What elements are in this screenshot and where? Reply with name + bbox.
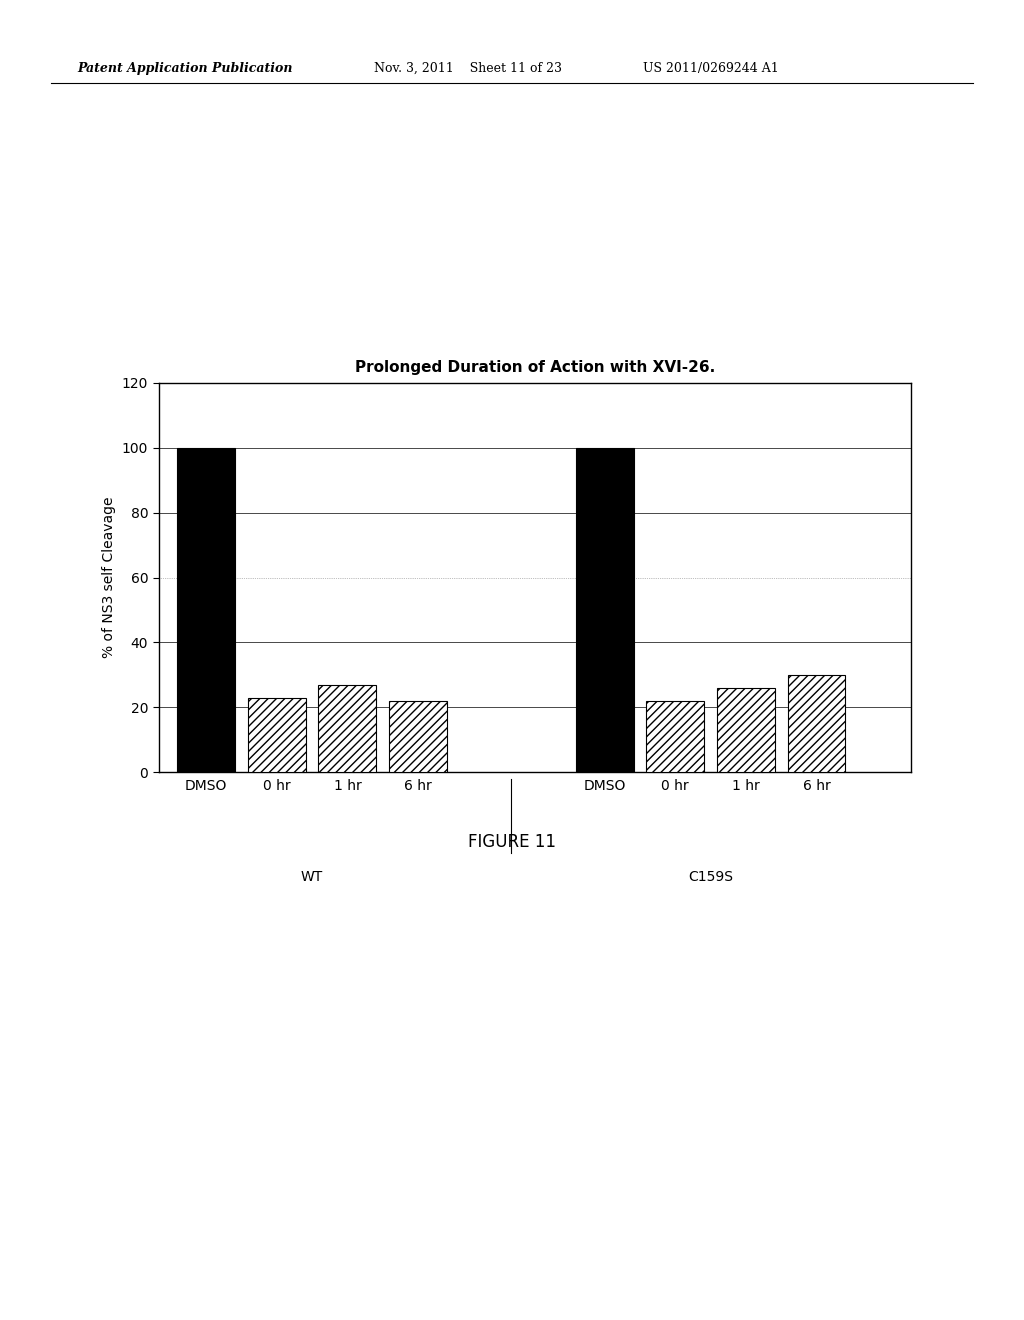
Title: Prolonged Duration of Action with XVI-26.: Prolonged Duration of Action with XVI-26… xyxy=(355,359,715,375)
Bar xyxy=(318,685,377,772)
Text: C159S: C159S xyxy=(688,870,733,883)
Bar xyxy=(177,447,236,772)
Bar xyxy=(646,701,705,772)
Y-axis label: % of NS3 self Cleavage: % of NS3 self Cleavage xyxy=(102,496,117,659)
Text: Patent Application Publication: Patent Application Publication xyxy=(77,62,292,75)
Bar xyxy=(787,675,846,772)
Bar xyxy=(248,697,306,772)
Bar xyxy=(575,447,634,772)
Bar xyxy=(389,701,447,772)
Text: FIGURE 11: FIGURE 11 xyxy=(468,833,556,851)
Text: US 2011/0269244 A1: US 2011/0269244 A1 xyxy=(643,62,779,75)
Text: Nov. 3, 2011    Sheet 11 of 23: Nov. 3, 2011 Sheet 11 of 23 xyxy=(374,62,562,75)
Text: WT: WT xyxy=(301,870,324,883)
Bar xyxy=(717,688,775,772)
